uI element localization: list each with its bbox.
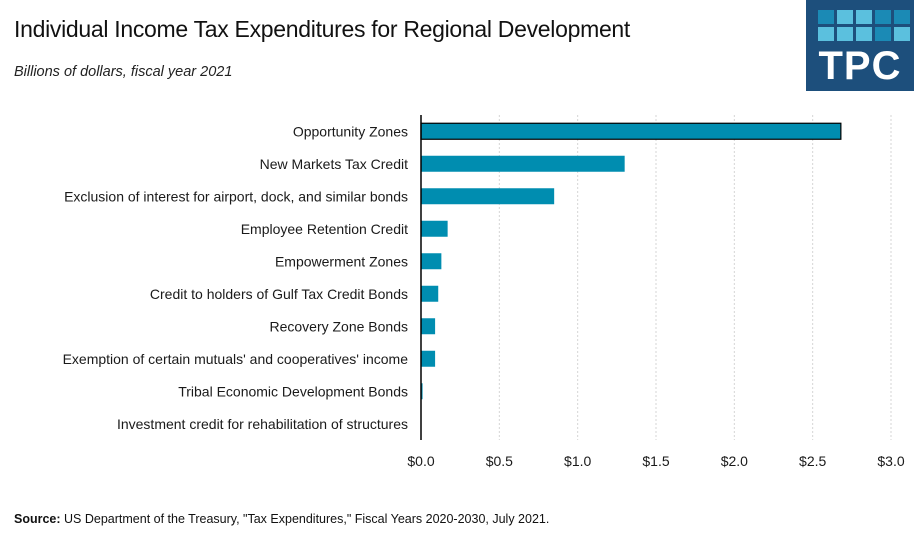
logo-tile xyxy=(856,10,872,24)
source-label: Source: xyxy=(14,512,61,526)
logo-tile xyxy=(894,10,910,24)
bar xyxy=(421,155,625,172)
logo-tile xyxy=(837,27,853,41)
source-note: Source: US Department of the Treasury, "… xyxy=(14,512,549,526)
logo-tile xyxy=(894,27,910,41)
x-tick-label: $2.5 xyxy=(799,453,826,469)
category-label: Exclusion of interest for airport, dock,… xyxy=(64,188,408,204)
logo-tile-grid xyxy=(818,10,910,41)
bars xyxy=(420,122,842,400)
x-tick-label: $2.0 xyxy=(721,453,748,469)
bar xyxy=(421,253,442,270)
logo-tile xyxy=(875,27,891,41)
x-tick-label: $0.0 xyxy=(407,453,434,469)
chart-title: Individual Income Tax Expenditures for R… xyxy=(14,16,631,42)
bar xyxy=(421,383,423,400)
x-tick-label: $3.0 xyxy=(877,453,904,469)
bar xyxy=(421,318,436,335)
bar xyxy=(421,350,436,367)
x-tick-label: $1.0 xyxy=(564,453,591,469)
x-tick-label: $1.5 xyxy=(642,453,669,469)
category-label: Employee Retention Credit xyxy=(241,221,408,237)
category-label: Exemption of certain mutuals' and cooper… xyxy=(63,351,409,367)
category-label: Credit to holders of Gulf Tax Credit Bon… xyxy=(150,286,408,302)
bar xyxy=(420,122,842,140)
bar xyxy=(421,285,439,302)
source-text: US Department of the Treasury, "Tax Expe… xyxy=(64,512,550,526)
x-tick-label: $0.5 xyxy=(486,453,513,469)
bar-chart: Opportunity Zones New Markets Tax Credit E… xyxy=(63,115,905,469)
category-label: Empowerment Zones xyxy=(275,253,408,269)
category-label: Investment credit for rehabilitation of … xyxy=(117,416,408,432)
category-label: Tribal Economic Development Bonds xyxy=(178,383,408,399)
logo-tile xyxy=(818,27,834,41)
category-labels: Opportunity Zones New Markets Tax Credit E… xyxy=(63,123,409,432)
x-axis-ticks: $0.0 $0.5 $1.0 $1.5 $2.0 $2.5 $3.0 xyxy=(407,453,904,469)
logo-tile xyxy=(856,27,872,41)
bar xyxy=(421,220,448,237)
logo-tile xyxy=(818,10,834,24)
category-label: New Markets Tax Credit xyxy=(260,156,408,172)
category-label: Opportunity Zones xyxy=(293,123,408,139)
chart-subtitle: Billions of dollars, fiscal year 2021 xyxy=(14,64,233,80)
category-label: Recovery Zone Bonds xyxy=(269,318,408,334)
logo-text: TPC xyxy=(818,44,902,88)
logo-tile xyxy=(875,10,891,24)
bar xyxy=(421,188,555,205)
tpc-logo: TPC xyxy=(806,0,914,91)
logo-tile xyxy=(837,10,853,24)
